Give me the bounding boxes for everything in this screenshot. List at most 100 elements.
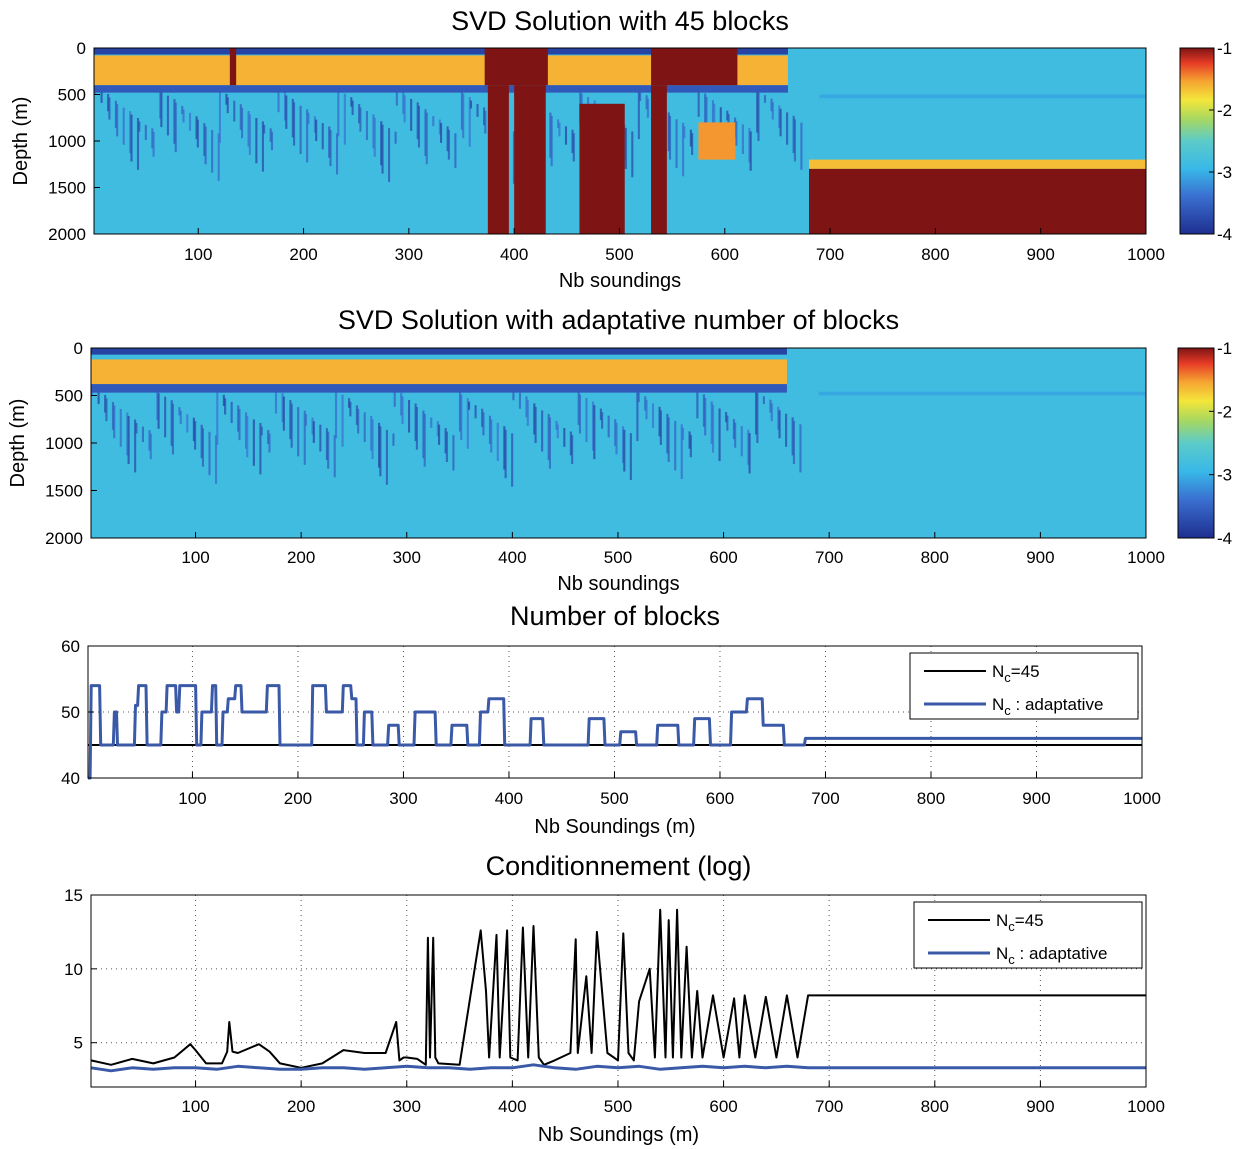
heatmap-cell [315, 119, 318, 141]
heatmap-cell [201, 428, 204, 467]
x-tick-label: 500 [605, 245, 633, 264]
heatmap-cell [329, 129, 332, 167]
heatmap-cell [778, 105, 781, 128]
heatmap-cell [293, 102, 296, 146]
heatmap-cell [718, 408, 721, 462]
heatmap-cell [274, 389, 278, 414]
heatmap-cell [307, 112, 310, 125]
colorbar-tick-label: -2 [1217, 402, 1232, 421]
heatmap-cell [490, 419, 493, 453]
heatmap-cell [668, 115, 672, 160]
heatmap-cell [468, 97, 471, 147]
heatmap-cell [460, 394, 463, 441]
heatmap-cell [358, 104, 361, 124]
heatmap-cell [711, 100, 715, 142]
heatmap-cell [425, 112, 428, 165]
x-tick-label: 600 [706, 789, 734, 808]
heatmap-cell [306, 109, 309, 163]
heatmap-cell [91, 384, 787, 393]
heatmap-cell [160, 92, 163, 128]
x-tick-label: 500 [604, 548, 632, 567]
heatmap-cell [388, 128, 391, 182]
heatmap-cell [126, 412, 129, 456]
legend-label: Nc : adaptative [996, 944, 1107, 967]
x-tick-label: 1000 [1127, 1097, 1165, 1116]
legend-box [913, 901, 1143, 969]
heatmap-cell [122, 107, 125, 145]
heatmap-cell [704, 93, 707, 126]
heatmap-cell [564, 126, 568, 145]
heatmap-cell [607, 415, 610, 438]
heatmap-cell [91, 348, 787, 355]
heatmap-cell [156, 389, 159, 421]
legend-box [909, 652, 1139, 720]
heatmap-cell [725, 412, 728, 423]
heatmap-cell [239, 104, 242, 130]
heatmap-cell [216, 391, 219, 445]
heatmap-cell [217, 133, 220, 181]
heatmap-cell [105, 398, 108, 422]
heatmap-cell [415, 406, 418, 450]
heatmap-cell [705, 96, 708, 134]
x-tick-label: 300 [395, 245, 423, 264]
heatmap-cell [179, 410, 182, 424]
heatmap-cell [230, 401, 233, 424]
heatmap-cell [468, 401, 471, 410]
x-tick-label: 700 [815, 1097, 843, 1116]
y-tick-label: 50 [61, 703, 80, 722]
x-tick-label: 800 [921, 548, 949, 567]
heatmap-cell [667, 417, 670, 462]
heatmap-cell [572, 133, 575, 162]
heatmap-cell [756, 392, 759, 443]
heatmap-cell [637, 88, 640, 140]
heatmap-cell [261, 121, 264, 172]
heatmap-cell [636, 389, 639, 442]
heatmap-cell [357, 408, 360, 434]
heatmap-cell [438, 119, 441, 135]
heatmap-cell [526, 399, 529, 426]
heatmap-cell [799, 424, 802, 473]
heatmap-cell [363, 412, 366, 443]
heatmap-cell [144, 124, 147, 141]
heatmap-cell [476, 103, 479, 117]
x-tick-label: 600 [711, 245, 739, 264]
heatmap-cell [195, 116, 198, 140]
y-tick-label: 1500 [45, 482, 83, 501]
heatmap-cell [599, 408, 602, 421]
chart-title: Conditionnement (log) [486, 851, 752, 881]
heatmap-cell [291, 98, 294, 138]
heatmap-cell [152, 131, 155, 157]
x-tick-label: 300 [393, 1097, 421, 1116]
heatmap-cell [579, 103, 625, 234]
y-tick-label: 10 [64, 960, 83, 979]
x-tick-label: 700 [815, 548, 843, 567]
heatmap-cell [563, 427, 566, 447]
heatmap-cell [238, 408, 241, 441]
heatmap-cell [675, 119, 678, 168]
heatmap-cell [348, 398, 351, 408]
heatmap-cell [771, 102, 774, 120]
heatmap-cell [423, 414, 426, 467]
heatmap-cell [569, 431, 572, 456]
heatmap-cell [785, 413, 788, 447]
heatmap-cell [614, 419, 617, 446]
heatmap-cell [726, 110, 729, 121]
heatmap-cell [312, 421, 315, 443]
heatmap-cell [741, 124, 744, 155]
heatmap-cell [683, 126, 686, 139]
heatmap-cell [159, 88, 162, 119]
heatmap-cell [107, 93, 110, 112]
heatmap-cell [446, 126, 449, 152]
x-tick-label: 800 [921, 245, 949, 264]
x-tick-label: 100 [178, 789, 206, 808]
colorbar: -1 -2 -3 -4 [1177, 339, 1232, 548]
heatmap-cell [244, 412, 248, 449]
x-tick-label: 500 [604, 1097, 632, 1116]
heatmap-cell [666, 413, 669, 454]
y-tick-label: 1000 [48, 132, 86, 151]
heatmap-cell [241, 107, 244, 139]
heatmap-cell [400, 392, 403, 416]
heatmap-cell [267, 429, 270, 444]
heatmap-cell [770, 403, 773, 422]
colorbar-tick-label: -3 [1217, 163, 1232, 182]
